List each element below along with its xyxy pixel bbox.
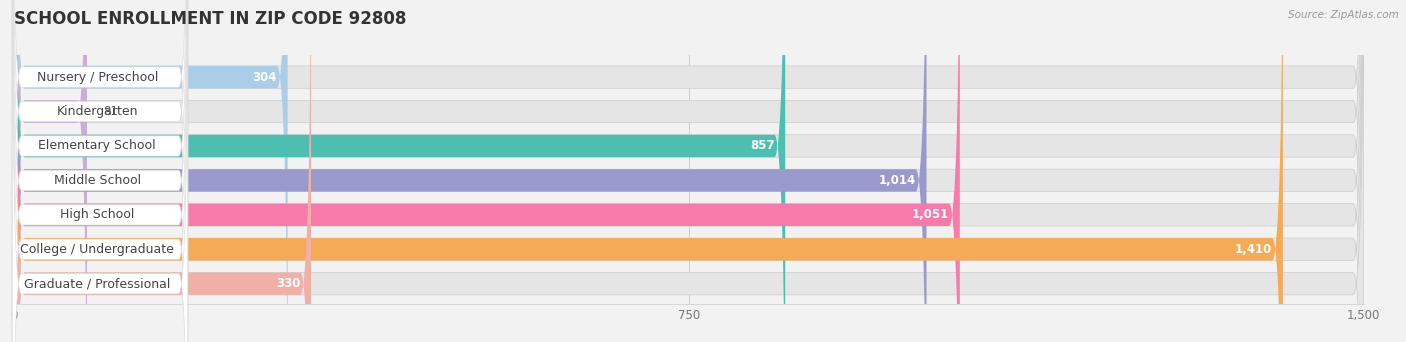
- FancyBboxPatch shape: [13, 0, 188, 342]
- Text: 1,051: 1,051: [911, 208, 949, 221]
- FancyBboxPatch shape: [14, 0, 1364, 342]
- FancyBboxPatch shape: [13, 0, 188, 342]
- Text: Elementary School: Elementary School: [38, 140, 156, 153]
- Text: 1,410: 1,410: [1234, 243, 1272, 256]
- Text: Source: ZipAtlas.com: Source: ZipAtlas.com: [1288, 10, 1399, 20]
- Text: 857: 857: [749, 140, 775, 153]
- Text: 81: 81: [103, 105, 118, 118]
- FancyBboxPatch shape: [13, 0, 188, 342]
- Text: Graduate / Professional: Graduate / Professional: [24, 277, 170, 290]
- FancyBboxPatch shape: [14, 0, 1364, 342]
- Text: College / Undergraduate: College / Undergraduate: [20, 243, 174, 256]
- Text: 304: 304: [252, 70, 277, 83]
- Text: SCHOOL ENROLLMENT IN ZIP CODE 92808: SCHOOL ENROLLMENT IN ZIP CODE 92808: [14, 10, 406, 28]
- FancyBboxPatch shape: [14, 0, 87, 342]
- FancyBboxPatch shape: [13, 0, 188, 342]
- Text: Nursery / Preschool: Nursery / Preschool: [37, 70, 157, 83]
- FancyBboxPatch shape: [14, 0, 785, 342]
- FancyBboxPatch shape: [14, 0, 1364, 342]
- FancyBboxPatch shape: [14, 0, 1282, 342]
- Text: High School: High School: [60, 208, 135, 221]
- FancyBboxPatch shape: [14, 0, 1364, 342]
- Text: 330: 330: [276, 277, 301, 290]
- FancyBboxPatch shape: [14, 0, 1364, 342]
- Text: Middle School: Middle School: [53, 174, 141, 187]
- Text: 1,014: 1,014: [879, 174, 915, 187]
- FancyBboxPatch shape: [13, 0, 188, 342]
- FancyBboxPatch shape: [13, 0, 188, 342]
- FancyBboxPatch shape: [14, 0, 960, 342]
- FancyBboxPatch shape: [14, 0, 1364, 342]
- FancyBboxPatch shape: [14, 0, 288, 342]
- FancyBboxPatch shape: [14, 0, 927, 342]
- FancyBboxPatch shape: [14, 0, 311, 342]
- Text: Kindergarten: Kindergarten: [56, 105, 138, 118]
- FancyBboxPatch shape: [13, 0, 188, 342]
- FancyBboxPatch shape: [14, 0, 1364, 342]
